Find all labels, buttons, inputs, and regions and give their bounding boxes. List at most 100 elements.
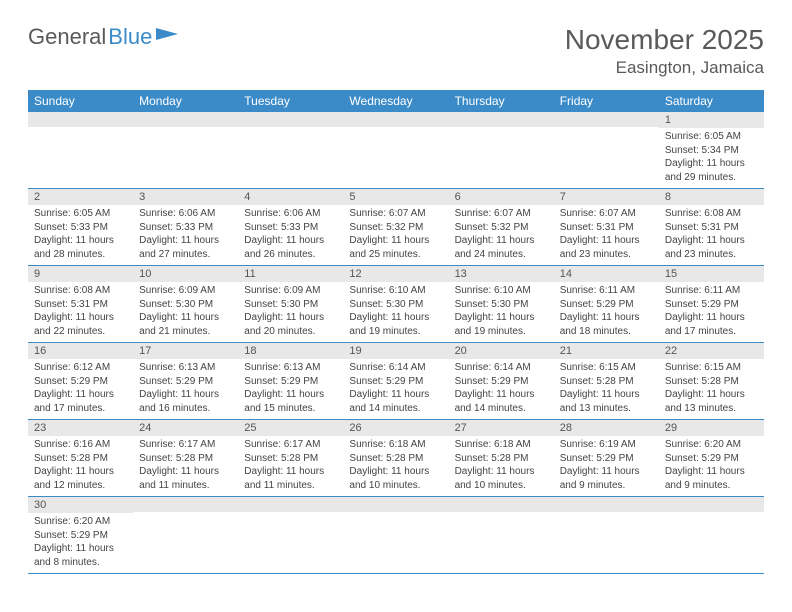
day-line: Sunrise: 6:08 AM [665, 207, 758, 221]
day-line: and 27 minutes. [139, 248, 232, 262]
day-line: and 10 minutes. [349, 479, 442, 493]
day-line: and 13 minutes. [560, 402, 653, 416]
day-number: 14 [554, 266, 659, 282]
day-line: Sunrise: 6:11 AM [665, 284, 758, 298]
day-content: Sunrise: 6:05 AMSunset: 5:33 PMDaylight:… [28, 205, 133, 265]
day-line: and 19 minutes. [455, 325, 548, 339]
day-line: Daylight: 11 hours [349, 465, 442, 479]
day-cell: 13Sunrise: 6:10 AMSunset: 5:30 PMDayligh… [449, 266, 554, 343]
day-content [554, 127, 659, 133]
day-number [238, 497, 343, 512]
day-content: Sunrise: 6:14 AMSunset: 5:29 PMDaylight:… [343, 359, 448, 419]
day-line: Sunset: 5:33 PM [34, 221, 127, 235]
day-line: and 19 minutes. [349, 325, 442, 339]
day-number: 4 [238, 189, 343, 205]
day-line: Sunset: 5:31 PM [34, 298, 127, 312]
day-content: Sunrise: 6:18 AMSunset: 5:28 PMDaylight:… [449, 436, 554, 496]
day-line: Daylight: 11 hours [34, 234, 127, 248]
weekday-header: Monday [133, 90, 238, 112]
day-number [133, 497, 238, 512]
day-content [554, 512, 659, 518]
weekday-header: Tuesday [238, 90, 343, 112]
day-line: Daylight: 11 hours [349, 388, 442, 402]
day-number [449, 497, 554, 512]
day-line: Sunrise: 6:15 AM [665, 361, 758, 375]
day-line: Sunset: 5:32 PM [455, 221, 548, 235]
day-line: Sunrise: 6:14 AM [455, 361, 548, 375]
weekday-header: Sunday [28, 90, 133, 112]
day-number: 19 [343, 343, 448, 359]
day-line: Sunrise: 6:09 AM [139, 284, 232, 298]
day-line: Sunrise: 6:19 AM [560, 438, 653, 452]
week-row: 30Sunrise: 6:20 AMSunset: 5:29 PMDayligh… [28, 497, 764, 574]
day-number: 10 [133, 266, 238, 282]
day-cell: 16Sunrise: 6:12 AMSunset: 5:29 PMDayligh… [28, 343, 133, 420]
day-number: 11 [238, 266, 343, 282]
day-cell: 1Sunrise: 6:05 AMSunset: 5:34 PMDaylight… [659, 112, 764, 189]
day-line: Daylight: 11 hours [455, 234, 548, 248]
day-cell [449, 112, 554, 189]
day-line: Sunrise: 6:18 AM [455, 438, 548, 452]
day-line: Sunrise: 6:08 AM [34, 284, 127, 298]
day-number: 2 [28, 189, 133, 205]
day-content: Sunrise: 6:09 AMSunset: 5:30 PMDaylight:… [133, 282, 238, 342]
day-number: 16 [28, 343, 133, 359]
day-line: and 18 minutes. [560, 325, 653, 339]
day-line: Daylight: 11 hours [349, 234, 442, 248]
day-line: Sunrise: 6:11 AM [560, 284, 653, 298]
day-line: and 25 minutes. [349, 248, 442, 262]
day-line: Daylight: 11 hours [139, 234, 232, 248]
day-line: Daylight: 11 hours [34, 542, 127, 556]
day-line: Sunset: 5:29 PM [560, 452, 653, 466]
day-line: Daylight: 11 hours [244, 465, 337, 479]
day-line: Daylight: 11 hours [349, 311, 442, 325]
day-content [343, 512, 448, 518]
day-content: Sunrise: 6:08 AMSunset: 5:31 PMDaylight:… [28, 282, 133, 342]
day-cell [554, 112, 659, 189]
day-number [343, 112, 448, 127]
week-row: 9Sunrise: 6:08 AMSunset: 5:31 PMDaylight… [28, 266, 764, 343]
day-cell: 19Sunrise: 6:14 AMSunset: 5:29 PMDayligh… [343, 343, 448, 420]
day-line: and 29 minutes. [665, 171, 758, 185]
day-cell [133, 497, 238, 574]
day-cell: 25Sunrise: 6:17 AMSunset: 5:28 PMDayligh… [238, 420, 343, 497]
day-number [133, 112, 238, 127]
day-line: Sunset: 5:33 PM [244, 221, 337, 235]
weekday-header: Friday [554, 90, 659, 112]
day-line: Daylight: 11 hours [34, 388, 127, 402]
day-cell: 15Sunrise: 6:11 AMSunset: 5:29 PMDayligh… [659, 266, 764, 343]
day-cell [659, 497, 764, 574]
day-content: Sunrise: 6:20 AMSunset: 5:29 PMDaylight:… [28, 513, 133, 573]
day-line: Sunset: 5:29 PM [665, 452, 758, 466]
day-cell: 24Sunrise: 6:17 AMSunset: 5:28 PMDayligh… [133, 420, 238, 497]
day-content: Sunrise: 6:11 AMSunset: 5:29 PMDaylight:… [659, 282, 764, 342]
day-line: Sunset: 5:29 PM [34, 529, 127, 543]
day-line: Sunset: 5:29 PM [139, 375, 232, 389]
day-line: Sunset: 5:31 PM [665, 221, 758, 235]
day-line: Daylight: 11 hours [34, 465, 127, 479]
day-line: and 15 minutes. [244, 402, 337, 416]
day-cell: 21Sunrise: 6:15 AMSunset: 5:28 PMDayligh… [554, 343, 659, 420]
day-line: Sunrise: 6:09 AM [244, 284, 337, 298]
day-content: Sunrise: 6:07 AMSunset: 5:32 PMDaylight:… [343, 205, 448, 265]
day-line: Sunset: 5:28 PM [455, 452, 548, 466]
day-number: 9 [28, 266, 133, 282]
day-cell: 28Sunrise: 6:19 AMSunset: 5:29 PMDayligh… [554, 420, 659, 497]
day-content: Sunrise: 6:17 AMSunset: 5:28 PMDaylight:… [133, 436, 238, 496]
day-line: Sunrise: 6:20 AM [665, 438, 758, 452]
day-line: Sunrise: 6:10 AM [349, 284, 442, 298]
week-row: 1Sunrise: 6:05 AMSunset: 5:34 PMDaylight… [28, 112, 764, 189]
day-line: Daylight: 11 hours [139, 465, 232, 479]
day-line: and 14 minutes. [349, 402, 442, 416]
day-content: Sunrise: 6:07 AMSunset: 5:31 PMDaylight:… [554, 205, 659, 265]
day-content: Sunrise: 6:07 AMSunset: 5:32 PMDaylight:… [449, 205, 554, 265]
day-line: and 21 minutes. [139, 325, 232, 339]
day-line: Daylight: 11 hours [560, 388, 653, 402]
day-line: Daylight: 11 hours [665, 234, 758, 248]
day-line: Sunset: 5:28 PM [665, 375, 758, 389]
weekday-header: Thursday [449, 90, 554, 112]
day-line: Sunset: 5:30 PM [455, 298, 548, 312]
day-content: Sunrise: 6:10 AMSunset: 5:30 PMDaylight:… [343, 282, 448, 342]
day-number: 7 [554, 189, 659, 205]
logo-text-general: General [28, 24, 106, 50]
